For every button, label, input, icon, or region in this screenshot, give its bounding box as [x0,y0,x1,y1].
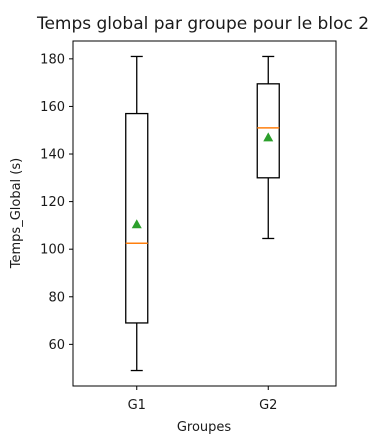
mean-marker [131,219,142,229]
x-tick-label: G2 [259,398,277,413]
y-tick-label: 120 [40,195,65,210]
y-axis: 60 80 100 120 140 160 180 [40,52,73,353]
x-axis-label: Groupes [177,420,232,435]
iqr-box [256,83,280,179]
x-axis: G1 G2 [128,386,277,413]
y-tick-label: 60 [48,338,65,353]
box-g2 [256,55,280,240]
chart-title: Temps global par groupe pour le bloc 2 [36,14,369,34]
plot-area [72,40,337,387]
y-tick-label: 160 [40,100,65,115]
box-series [125,55,280,372]
iqr-box [125,112,149,324]
y-axis-label: Temps_Global (s) [9,158,24,269]
y-tick-label: 180 [40,52,65,67]
mean-marker [263,132,274,142]
x-tick-label: G1 [128,398,146,413]
y-tick-label: 80 [48,290,65,305]
y-tick-label: 100 [40,243,65,258]
y-tick-label: 140 [40,148,65,163]
box-g1 [125,55,149,372]
